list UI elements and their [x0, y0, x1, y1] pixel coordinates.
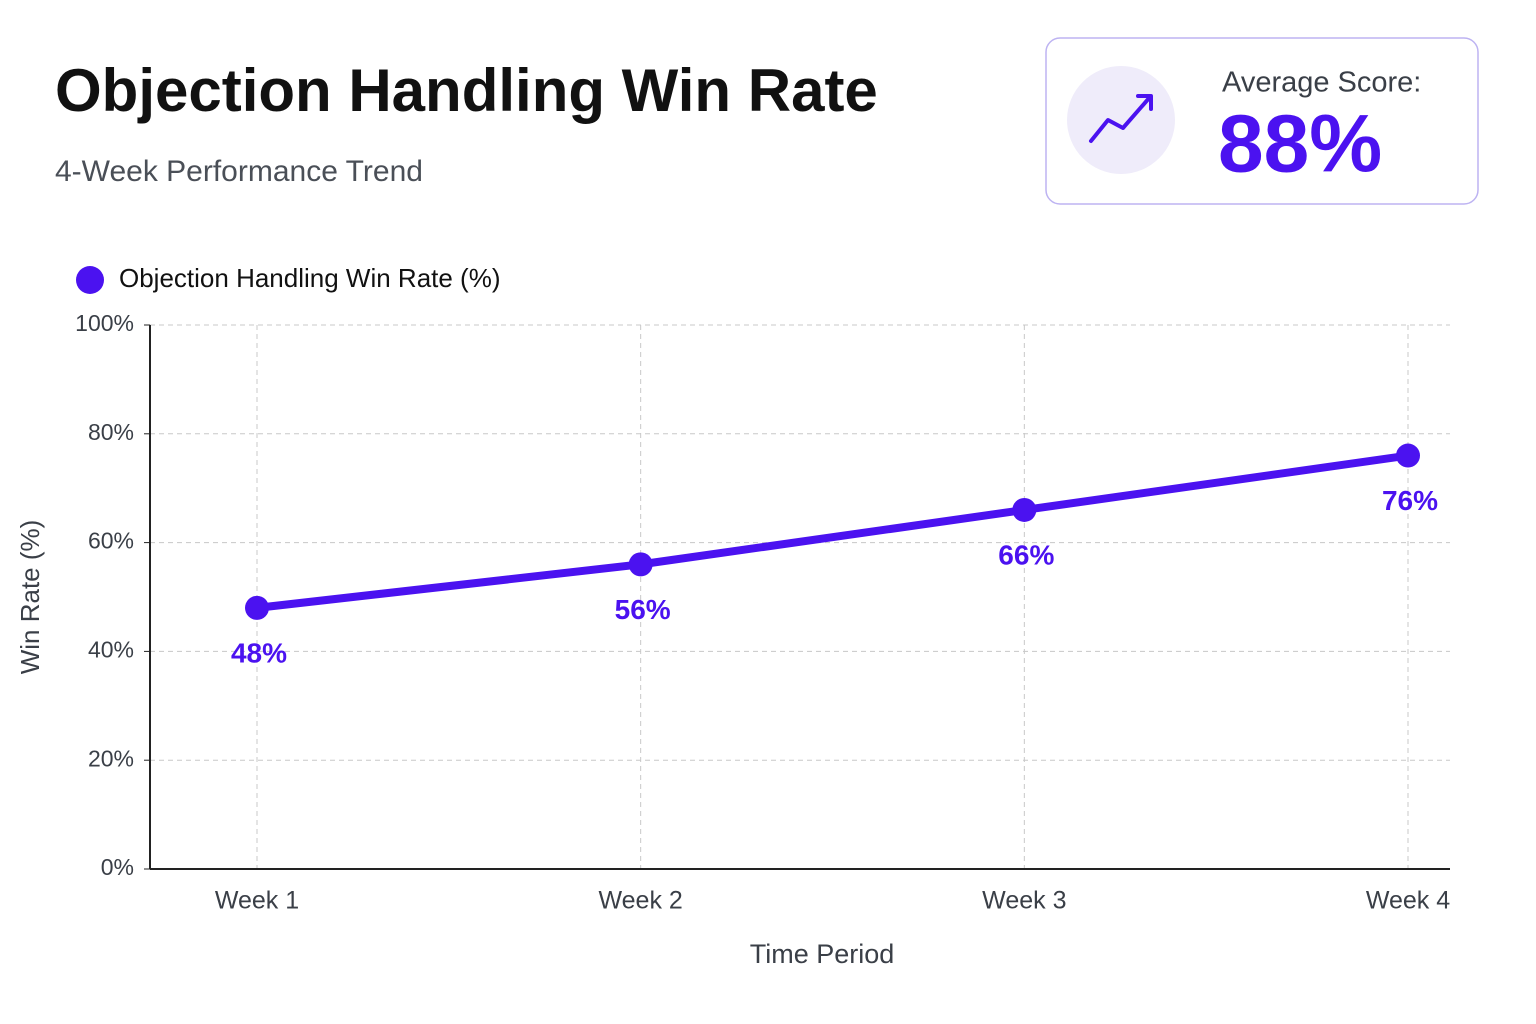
- kpi-card: Average Score: 88%: [1045, 37, 1479, 205]
- page-title: Objection Handling Win Rate: [55, 57, 878, 124]
- data-point: [1012, 497, 1037, 522]
- data-label: 76%: [1382, 485, 1438, 516]
- kpi-label: Average Score:: [1222, 67, 1421, 99]
- data-label: 48%: [231, 637, 287, 668]
- kpi-icon: [1089, 95, 1152, 143]
- data-label: 66%: [998, 539, 1054, 570]
- y-tick-label: 20%: [88, 745, 134, 771]
- legend-label: Objection Handling Win Rate (%): [119, 263, 501, 293]
- legend-marker: [76, 266, 104, 294]
- x-tick-label: Week 4: [1366, 887, 1450, 915]
- x-tick-label: Week 1: [215, 887, 299, 915]
- kpi-icon-arrow: [1136, 94, 1153, 111]
- page-subtitle: 4-Week Performance Trend: [55, 155, 423, 188]
- series-line: [253, 451, 1412, 612]
- x-tick-label: Week 3: [982, 887, 1066, 915]
- x-axis-title: Time Period: [750, 939, 895, 969]
- y-tick-label: 0%: [101, 854, 134, 880]
- y-tick-label: 80%: [88, 419, 134, 445]
- data-point: [245, 595, 269, 620]
- chart: 0% 20% 40% 60% 80% 100% Week 1 Week 2 Week 3 Week…: [15, 263, 1450, 969]
- data-point: [628, 552, 653, 577]
- y-axis-title: Win Rate (%): [15, 520, 45, 675]
- x-tick-label: Week 2: [599, 887, 683, 915]
- kpi-icon-bg: [1067, 66, 1175, 174]
- y-tick-label: 100%: [75, 310, 134, 336]
- data-point: [1396, 443, 1420, 468]
- kpi-value: 88%: [1218, 99, 1382, 190]
- data-label: 56%: [615, 594, 671, 625]
- y-tick-label: 60%: [88, 528, 134, 554]
- y-tick-label: 40%: [88, 636, 134, 662]
